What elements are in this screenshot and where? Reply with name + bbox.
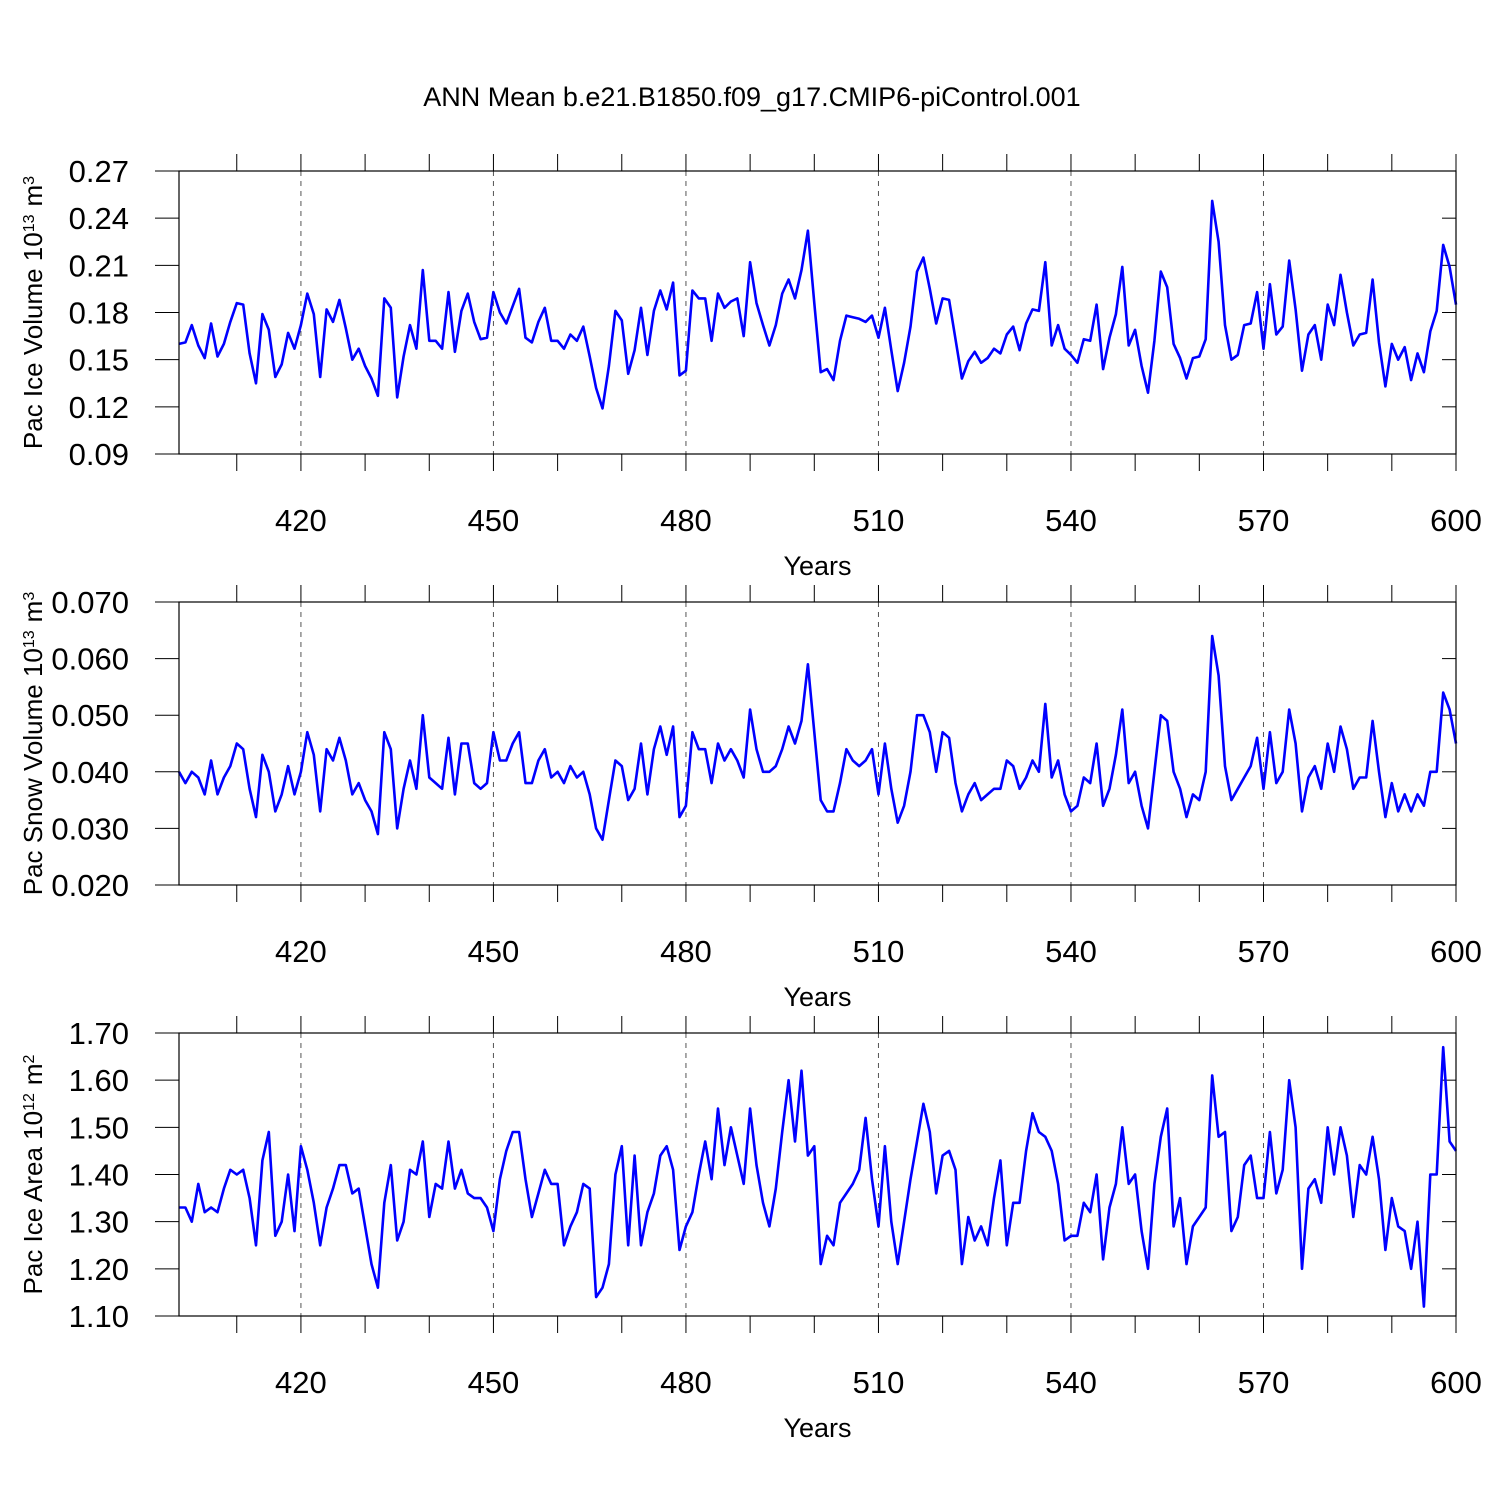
y-label-text: Pac Ice Area 10 [18,1111,48,1295]
x-tick-label: 600 [1430,503,1482,538]
y-label-superscript: 3 [21,176,38,185]
x-tick-label: 510 [853,934,905,969]
y-label-superscript: 12 [21,1093,38,1111]
y-axis-label: Pac Snow Volume 1013 m3 [18,592,48,896]
y-tick-label: 0.15 [69,343,129,378]
y-label-text: m [18,601,48,623]
x-tick-label: 540 [1045,503,1097,538]
y-tick-label: 1.30 [69,1205,129,1240]
data-line [177,634,1458,841]
x-tick-label: 510 [853,1365,905,1400]
y-label-superscript: 2 [21,1054,38,1063]
figure-title: ANN Mean b.e21.B1850.f09_g17.CMIP6-piCon… [423,82,1080,112]
y-tick-label: 0.24 [69,201,129,236]
y-label-text: m [18,185,48,207]
x-tick-label: 570 [1238,934,1290,969]
x-axis-label: Years [783,1413,851,1443]
x-tick-label: 450 [468,934,520,969]
y-tick-label: 0.030 [51,811,129,846]
y-label-text: Pac Ice Volume 10 [18,232,48,449]
plot-frame [178,170,1457,455]
y-tick-label: 0.27 [69,154,129,189]
y-label-superscript: 13 [21,630,38,648]
x-tick-label: 600 [1430,1365,1482,1400]
y-tick-label: 1.70 [69,1016,129,1051]
y-label-text: m [18,1063,48,1085]
y-tick-label: 0.060 [51,642,129,677]
y-label-text: Pac Snow Volume 10 [18,648,48,895]
x-tick-label: 480 [660,503,712,538]
y-label-superscript: 13 [21,214,38,232]
y-tick-label: 0.12 [69,390,129,425]
panel: 420 450 480 510 540 570 600 Years 1.10 1.20 1.30 1.… [18,1016,1482,1443]
x-tick-label: 420 [275,934,327,969]
data-line [179,1045,1458,1308]
x-tick-label: 570 [1238,503,1290,538]
x-tick-label: 510 [853,503,905,538]
x-tick-label: 540 [1045,934,1097,969]
y-tick-label: 0.070 [51,585,129,620]
y-tick-label: 1.60 [69,1063,129,1098]
y-tick-label: 0.21 [69,248,129,283]
x-tick-label: 600 [1430,934,1482,969]
x-tick-label: 570 [1238,1365,1290,1400]
x-axis-label: Years [783,551,851,581]
x-tick-label: 480 [660,934,712,969]
y-tick-label: 1.10 [69,1299,129,1334]
y-tick-label: 0.020 [51,868,129,903]
x-tick-label: 420 [275,503,327,538]
x-axis-label: Years [783,982,851,1012]
y-axis-label: Pac Ice Volume 1013 m3 [18,176,48,449]
plot-frame [178,601,1457,886]
y-tick-label: 1.20 [69,1252,129,1287]
x-tick-label: 480 [660,1365,712,1400]
x-tick-label: 450 [468,503,520,538]
panel: 420 450 480 510 540 570 600 Years 0.09 0.12 0.15 0.… [18,154,1482,581]
y-tick-label: 0.040 [51,755,129,790]
y-tick-label: 1.50 [69,1110,129,1145]
plot-frame [178,1032,1457,1317]
x-tick-label: 450 [468,1365,520,1400]
y-axis-label: Pac Ice Area 1012 m2 [18,1054,48,1294]
x-tick-label: 420 [275,1365,327,1400]
y-label-superscript: 3 [21,592,38,601]
y-tick-label: 0.18 [69,296,129,331]
data-line [178,199,1458,410]
y-tick-label: 0.050 [51,698,129,733]
y-tick-label: 0.09 [69,437,129,472]
y-tick-label: 1.40 [69,1158,129,1193]
panel: 420 450 480 510 540 570 600 Years 0.020 0.030 0.04… [18,585,1482,1012]
x-tick-label: 540 [1045,1365,1097,1400]
